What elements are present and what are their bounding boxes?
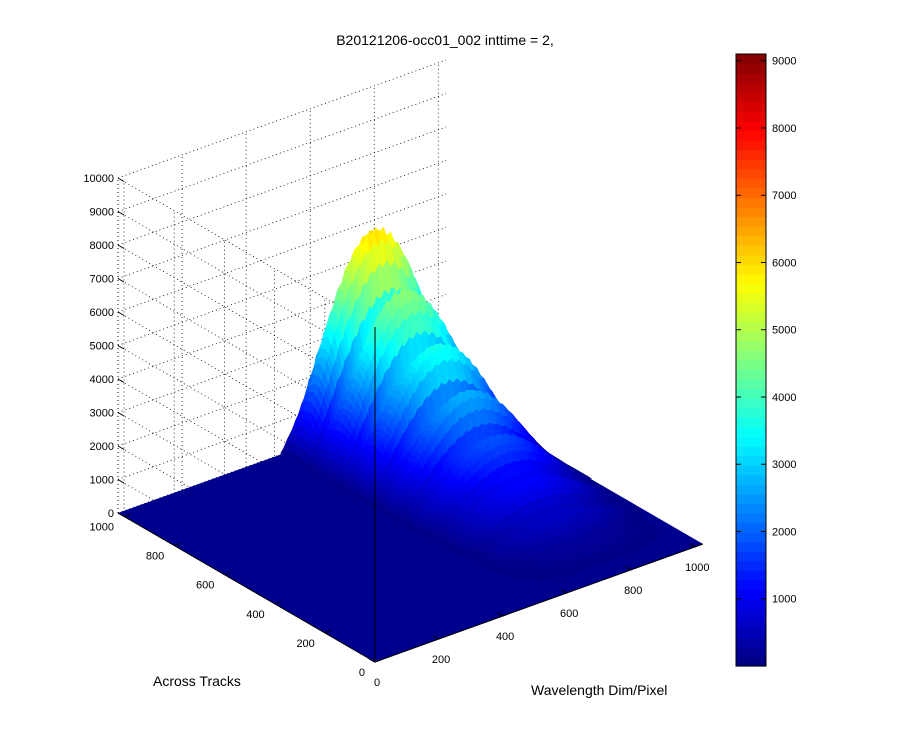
y-tick-label: 400 [246,609,264,621]
x-tick-label: 1000 [685,562,709,574]
z-tick-label: 7000 [90,274,114,286]
z-tick-label: 9000 [90,207,114,219]
colorbar-tick-label: 3000 [772,459,796,471]
colorbar-tick-label: 9000 [772,56,796,68]
chart-title: B20121206-occ01_002 inttime = 2, [336,32,554,48]
z-axis-ticks: 0 1000 2000 3000 4000 5000 6000 7000 8000 9000 100… [83,173,125,520]
z-tick-label: 5000 [90,341,114,353]
y-tick-label: 1000 [90,521,114,533]
colorbar-tick-label: 8000 [772,123,796,135]
y-axis-label: Across Tracks [153,673,241,689]
z-tick-label: 4000 [90,374,114,386]
x-tick-label: 200 [432,654,450,666]
x-tick-label: 0 [374,677,380,689]
z-tick-label: 3000 [90,408,114,420]
z-tick-label: 0 [108,508,114,520]
x-tick-label: 800 [624,585,642,597]
colorbar-tick-label: 1000 [772,594,796,606]
x-axis-label: Wavelength Dim/Pixel [531,682,667,698]
x-tick-label: 400 [496,631,514,643]
colorbar-tick-label: 2000 [772,526,796,538]
z-tick-label: 8000 [90,240,114,252]
colorbar-tick-label: 5000 [772,325,796,337]
y-tick-label: 800 [146,551,164,563]
z-tick-label: 1000 [90,475,114,487]
y-tick-label: 600 [196,580,214,592]
colorbar: 1000 2000 3000 4000 5000 6000 7000 8000 9000 [735,53,796,667]
x-tick-label: 600 [560,608,578,620]
y-tick-label: 200 [296,638,314,650]
colorbar-tick-label: 7000 [772,190,796,202]
y-tick-label: 0 [359,667,365,679]
z-tick-label: 2000 [90,441,114,453]
colorbar-tick-label: 4000 [772,392,796,404]
x-axis-ticks: 0 200 400 600 800 1000 [368,543,710,689]
axes-lines [117,327,704,663]
colorbar-tick-label: 6000 [772,257,796,269]
y-axis-ticks: 0 200 400 600 800 1000 [90,514,382,679]
surface-plot [118,226,703,662]
z-tick-label: 6000 [90,307,114,319]
z-tick-label: 10000 [83,173,114,185]
